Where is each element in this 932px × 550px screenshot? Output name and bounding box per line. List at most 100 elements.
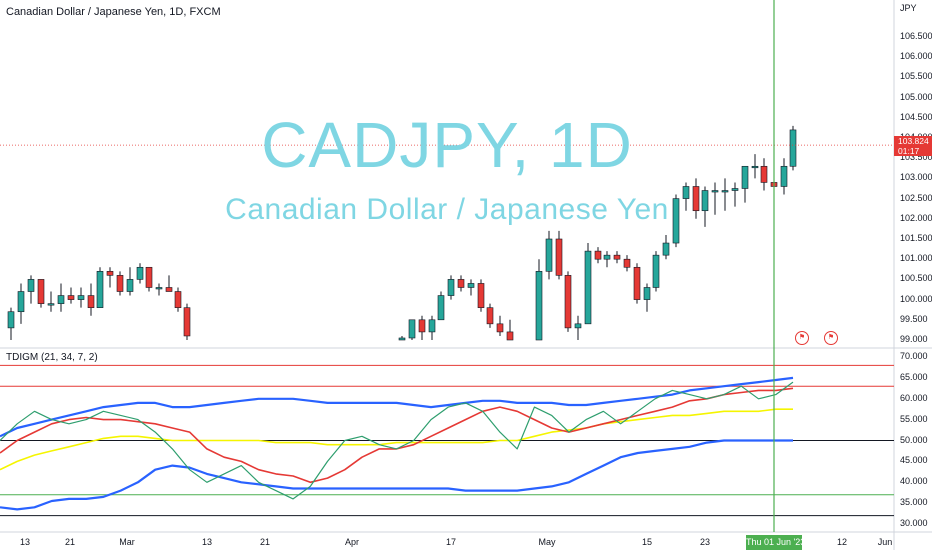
candle-body: [486, 307, 494, 325]
candle-body: [116, 275, 124, 292]
candle-body: [106, 271, 114, 276]
candle: [506, 319, 514, 341]
candle-body: [145, 266, 153, 288]
time-tick-label: 17: [445, 537, 457, 547]
price-tick-label: 102.500: [900, 192, 932, 203]
event-flag-icon[interactable]: ⚑: [824, 331, 838, 345]
indicator-tick-label: 50.000: [900, 434, 928, 445]
candle: [594, 247, 602, 264]
candle: [682, 182, 690, 211]
indicator-tick-label: 35.000: [900, 497, 928, 508]
candle: [701, 186, 709, 227]
candle: [555, 230, 563, 280]
candle: [57, 283, 65, 312]
candle-body: [17, 291, 25, 313]
indicator-series-middle: [0, 408, 793, 471]
candle: [155, 283, 163, 296]
candle-body: [447, 279, 455, 296]
candle: [116, 271, 124, 296]
candle-body: [751, 165, 759, 169]
candle-body: [428, 319, 436, 333]
candle-body: [155, 287, 163, 290]
candle-body: [7, 311, 15, 329]
time-tick-label: 13: [201, 537, 213, 547]
price-pane[interactable]: [7, 125, 797, 341]
price-tick-label: 105.000: [900, 91, 932, 102]
candle-body: [47, 303, 55, 306]
candle-body: [136, 266, 144, 280]
indicator-tick-label: 30.000: [900, 518, 928, 528]
candle-body: [96, 271, 104, 308]
candle: [467, 279, 475, 296]
candle: [662, 234, 670, 260]
candle: [486, 303, 494, 328]
candle: [535, 259, 543, 341]
time-tick-label: 23: [699, 537, 711, 547]
candle: [67, 287, 75, 304]
candle: [428, 315, 436, 340]
candle-body: [57, 295, 65, 304]
candle-body: [564, 275, 572, 329]
candle-body: [574, 323, 582, 329]
indicator-tick-label: 65.000: [900, 371, 928, 382]
candle-body: [555, 238, 563, 276]
indicator-tick-label: 60.000: [900, 392, 928, 403]
last-price-value: 103.824: [898, 136, 929, 147]
symbol-legend[interactable]: Canadian Dollar / Japanese Yen, 1D, FXCM: [6, 6, 221, 18]
candle-body: [87, 295, 95, 308]
event-flag-icon[interactable]: ⚑: [795, 331, 809, 345]
candle-body: [183, 307, 191, 337]
currency-label: JPY: [900, 3, 917, 13]
time-tick-label: 21: [64, 537, 76, 547]
candle: [780, 158, 788, 195]
candle-body: [789, 129, 797, 167]
candle-body: [27, 279, 35, 292]
indicator-legend[interactable]: TDIGM (21, 34, 7, 2): [6, 352, 98, 363]
candle-body: [496, 323, 504, 333]
candle-body: [67, 295, 75, 300]
time-tick-label: Jun: [877, 537, 893, 547]
time-tick-label: 12: [836, 537, 848, 547]
candle: [437, 291, 445, 321]
candle: [741, 165, 749, 203]
price-tick-label: 103.000: [900, 172, 932, 183]
candle: [603, 251, 611, 268]
time-tick-label: 21: [259, 537, 271, 547]
candle: [17, 283, 25, 324]
indicator-pane[interactable]: [0, 364, 894, 517]
indicator-series-rsi: [0, 381, 794, 500]
candle-body: [682, 186, 690, 199]
candle: [457, 275, 465, 292]
candle-body: [457, 279, 465, 288]
candle: [47, 291, 55, 312]
candle: [760, 158, 768, 191]
candle: [623, 255, 631, 272]
time-tick-label: Mar: [119, 537, 135, 547]
candle-body: [77, 295, 85, 300]
candle-body: [721, 190, 729, 193]
candle-body: [545, 238, 553, 272]
price-tick-label: 100.500: [900, 273, 932, 284]
price-tick-label: 102.000: [900, 212, 932, 223]
candle-body: [701, 190, 709, 212]
candle: [584, 243, 592, 325]
candle-body: [165, 287, 173, 292]
candle-body: [437, 295, 445, 321]
candle: [37, 279, 45, 308]
candle: [136, 263, 144, 284]
candle-body: [535, 271, 543, 341]
candle: [145, 266, 153, 292]
candle-body: [603, 254, 611, 260]
candle: [652, 251, 660, 292]
candle: [711, 182, 719, 215]
candle: [87, 283, 95, 316]
candle: [613, 251, 621, 264]
candle: [692, 178, 700, 219]
price-tick-label: 99.500: [900, 313, 928, 324]
price-tick-label: 105.500: [900, 71, 932, 82]
candle-body: [731, 188, 739, 191]
price-tick-label: 104.500: [900, 111, 932, 122]
time-tick-label: May: [538, 537, 556, 547]
